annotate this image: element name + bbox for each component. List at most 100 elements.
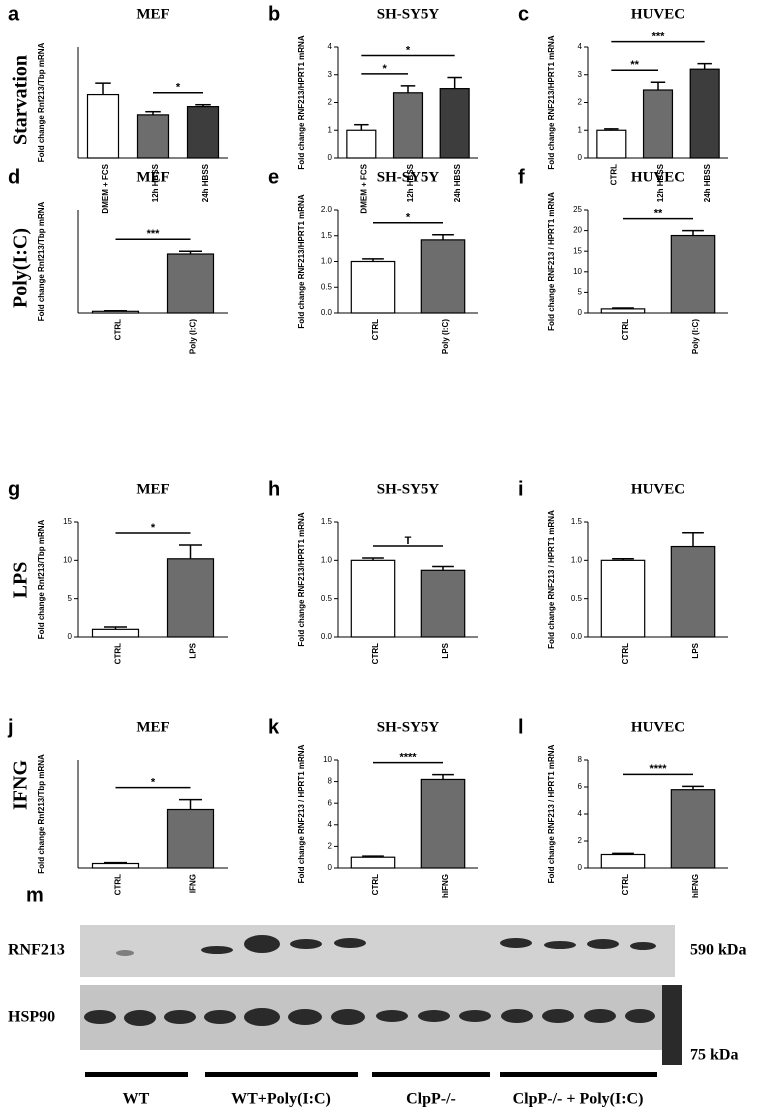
marker-label: 75 kDa <box>690 1047 738 1064</box>
bar <box>670 789 716 869</box>
y-tick-label: 2 <box>578 98 583 107</box>
y-tick-label: 0 <box>328 153 333 162</box>
bar <box>166 558 215 638</box>
bar <box>186 106 220 159</box>
x-tick-label: LPS <box>691 642 700 658</box>
y-axis-label: Fold change RNF213/HPRT1 mRNA <box>297 35 306 169</box>
bar <box>392 92 424 159</box>
row-label: IFNG <box>10 760 32 810</box>
y-tick-label: 4 <box>328 820 333 829</box>
bar <box>670 234 716 314</box>
bands <box>84 935 656 1026</box>
x-tick-label: Poly (I:C) <box>441 319 450 354</box>
chart-title: SH-SY5Y <box>377 6 440 22</box>
group-label: ClpP-/- <box>406 1091 456 1108</box>
y-tick-label: 8 <box>328 777 333 786</box>
x-tick-label: CTRL <box>621 874 630 895</box>
x-tick-label: hIFNG <box>441 874 450 898</box>
x-tick-label: CTRL <box>609 164 618 185</box>
x-tick-label: hIFNG <box>691 874 700 898</box>
chart-title: MEF <box>136 719 169 735</box>
significance-label: ** <box>630 59 639 71</box>
y-tick-label: 0 <box>578 153 583 162</box>
y-tick-label: 20 <box>573 226 582 235</box>
panel-letter: d <box>8 166 20 188</box>
y-tick-label: 0.0 <box>571 632 583 641</box>
x-tick-label: 12h HBSS <box>406 163 415 202</box>
bar <box>420 778 466 869</box>
y-axis-label: Fold change RNF213 / HPRT1 mRNA <box>297 744 306 883</box>
x-tick-label: 24h HBSS <box>703 163 712 202</box>
significance-label: **** <box>649 763 667 775</box>
chart-title: SH-SY5Y <box>377 481 440 497</box>
y-tick-label: 0.5 <box>321 594 333 603</box>
x-tick-label: Poly (I:C) <box>189 319 198 354</box>
bar <box>420 239 466 314</box>
group-label: WT <box>123 1091 150 1108</box>
blot-row-label: RNF213 <box>8 942 65 959</box>
x-tick-label: 12h HBSS <box>656 163 665 202</box>
y-tick-label: 1 <box>328 125 333 134</box>
significance-label: * <box>406 44 411 56</box>
panel-letter: a <box>8 3 20 25</box>
y-axis-label: Fold change RNF213 / HPRT1 mRNA <box>547 192 556 331</box>
x-tick-label: DMEM + FCS <box>359 163 368 213</box>
bar <box>642 89 674 159</box>
y-axis-label: Fold change Rnf213/Tbp mRNA <box>37 754 46 874</box>
marker-label: 590 kDa <box>690 942 746 959</box>
group-bar <box>372 1072 490 1077</box>
bar <box>600 308 646 314</box>
panel-letter: k <box>268 716 280 738</box>
bar <box>596 129 627 159</box>
y-tick-label: 1.5 <box>321 231 333 240</box>
y-tick-label: 4 <box>328 42 333 51</box>
significance-label: *** <box>652 31 666 43</box>
y-axis-label: Fold change RNF213/HPRT1 mRNA <box>547 35 556 169</box>
significance-label: *** <box>147 228 161 240</box>
x-tick-label: CTRL <box>114 643 123 664</box>
y-tick-label: 0 <box>328 863 333 872</box>
x-tick-label: 24h HBSS <box>201 163 210 202</box>
chart-title: MEF <box>136 169 169 185</box>
y-tick-label: 0 <box>578 308 583 317</box>
y-tick-label: 2 <box>328 842 333 851</box>
row-label: Poly(I:C) <box>10 228 32 308</box>
panel-letter: j <box>7 716 14 738</box>
panel-letter: c <box>518 3 529 25</box>
y-tick-label: 0.5 <box>571 594 583 603</box>
x-tick-label: Poly (I:C) <box>691 319 700 354</box>
bar <box>350 260 396 314</box>
significance-label: * <box>406 212 411 224</box>
panel-letter: e <box>268 166 279 188</box>
y-tick-label: 1.5 <box>321 517 333 526</box>
significance-label: T <box>405 535 412 547</box>
bar <box>600 559 646 638</box>
panel-letter: m <box>26 884 44 906</box>
chart-title: MEF <box>136 481 169 497</box>
y-tick-label: 6 <box>328 798 333 807</box>
ladder <box>662 985 682 1065</box>
y-tick-label: 0.5 <box>321 282 333 291</box>
y-tick-label: 4 <box>578 42 583 51</box>
y-tick-label: 2.0 <box>321 205 333 214</box>
panel-letter: b <box>268 3 280 25</box>
y-tick-label: 0 <box>578 863 583 872</box>
x-tick-label: 24h HBSS <box>453 163 462 202</box>
y-tick-label: 4 <box>578 809 583 818</box>
y-tick-label: 15 <box>63 517 72 526</box>
bar <box>91 310 140 314</box>
y-axis-label: Fold change RNF213 / HPRT1 mRNA <box>547 744 556 883</box>
x-tick-label: CTRL <box>371 874 380 895</box>
bar <box>600 853 646 869</box>
y-axis-label: Fold change RNF213/HPRT1 mRNA <box>297 512 306 646</box>
y-tick-label: 1.0 <box>321 257 333 266</box>
x-tick-label: IFNG <box>189 874 198 893</box>
significance-label: ** <box>654 208 663 220</box>
y-tick-label: 1.5 <box>571 517 583 526</box>
blot-row-label: HSP90 <box>8 1009 55 1026</box>
chart-title: SH-SY5Y <box>377 719 440 735</box>
x-tick-label: LPS <box>189 642 198 658</box>
significance-label: * <box>151 777 156 789</box>
chart-title: HUVEC <box>631 6 685 22</box>
significance-label: **** <box>399 751 417 763</box>
